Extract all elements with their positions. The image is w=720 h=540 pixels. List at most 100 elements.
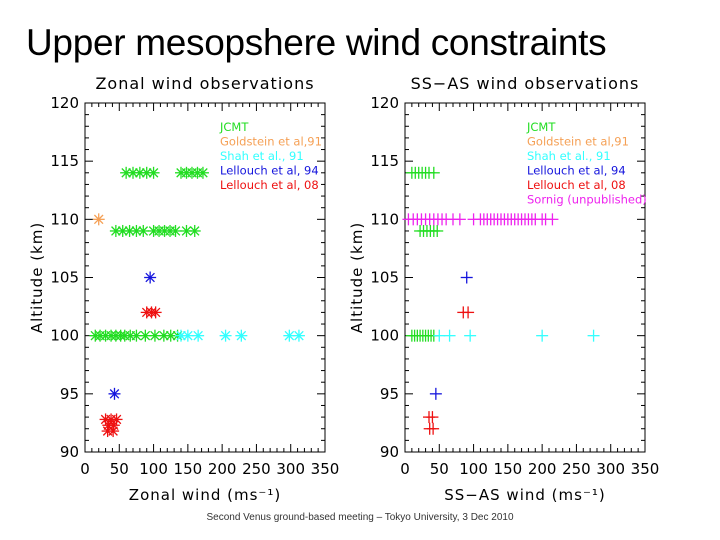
- data-point: [536, 329, 549, 342]
- zonal-wind-chart: Zonal wind observations 0 50 100 150 200 250 30…: [28, 74, 339, 504]
- marker-stroke: [109, 389, 120, 399]
- marker-stroke: [124, 226, 135, 236]
- data-point: [292, 329, 305, 342]
- data-point: [110, 413, 123, 426]
- y-axis-label: Altitude (km): [28, 222, 46, 333]
- data-point: [433, 329, 446, 342]
- data-point: [453, 213, 466, 226]
- x-axis-label: Zonal wind (ms⁻¹): [129, 486, 281, 504]
- data-point: [169, 224, 182, 237]
- x-tick-label: 300: [276, 460, 305, 478]
- legend-entry: JCMT: [526, 120, 556, 134]
- data-point: [149, 306, 162, 319]
- legend-entry: Shah et al., 91: [527, 149, 611, 163]
- legend-entry: Shah et al., 91: [220, 149, 304, 163]
- x-tick-label: 200: [208, 460, 237, 478]
- data-point: [181, 329, 194, 342]
- x-tick-label: 50: [110, 460, 129, 478]
- data-point: [164, 329, 177, 342]
- data-point: [137, 224, 150, 237]
- data-point: [219, 329, 232, 342]
- marker-stroke: [284, 330, 295, 341]
- x-tick-label: 300: [596, 460, 625, 478]
- marker-stroke: [131, 226, 142, 236]
- y-tick-label: 110: [50, 210, 79, 228]
- marker-stroke: [220, 330, 231, 341]
- x-tick-label: 200: [528, 460, 557, 478]
- data-point: [235, 329, 248, 342]
- marker-stroke: [150, 307, 161, 318]
- data-point: [427, 422, 440, 435]
- marker-stroke: [138, 226, 149, 236]
- x-tick-label: 350: [311, 460, 340, 478]
- data-point: [175, 329, 187, 342]
- x-tick-label: 100: [139, 460, 168, 478]
- y-tick-label: 90: [60, 443, 79, 461]
- data-point: [123, 224, 136, 237]
- data-point: [460, 271, 473, 284]
- y-tick-label: 100: [50, 327, 79, 345]
- data-point: [427, 166, 440, 179]
- data-point: [429, 387, 442, 400]
- marker-stroke: [93, 214, 104, 225]
- data-point: [443, 329, 456, 342]
- marker-stroke: [150, 330, 160, 341]
- x-tick-label: 100: [459, 460, 488, 478]
- legend-entry: JCMT: [219, 120, 249, 134]
- marker-stroke: [121, 168, 131, 178]
- y-axis-label: Altitude (km): [348, 222, 366, 333]
- x-tick-label: 0: [80, 460, 90, 478]
- data-point: [109, 224, 122, 237]
- y-tick-label: 120: [370, 94, 399, 112]
- data-point: [464, 329, 477, 342]
- slide-title: Upper mesopshere wind constraints: [26, 22, 607, 63]
- y-tick-label: 105: [370, 269, 399, 287]
- marker-stroke: [111, 226, 121, 236]
- data-point: [108, 387, 121, 400]
- y-tick-label: 95: [60, 385, 79, 403]
- y-tick-label: 90: [380, 443, 399, 461]
- data-point: [426, 411, 439, 424]
- legend-entry: Lellouch et al, 94: [527, 164, 626, 178]
- x-tick-label: 0: [400, 460, 410, 478]
- x-tick-label: 150: [174, 460, 203, 478]
- y-tick-label: 95: [380, 385, 399, 403]
- y-tick-label: 115: [370, 152, 399, 170]
- marker-stroke: [131, 330, 142, 341]
- marker-stroke: [141, 168, 152, 178]
- legend-entry: Goldstein et al,91: [527, 135, 629, 149]
- legend-entry: Sornig (unpublished): [527, 193, 647, 207]
- marker-stroke: [198, 168, 208, 178]
- ss-as-wind-chart: SS−AS wind observations 0 50 100 150 200 250 30…: [348, 74, 659, 504]
- marker-stroke: [181, 226, 192, 236]
- y-tick-label: 120: [50, 94, 79, 112]
- y-tick-label: 115: [50, 152, 79, 170]
- x-tick-label: 150: [494, 460, 523, 478]
- data-point: [546, 213, 559, 226]
- marker-stroke: [189, 226, 200, 236]
- data-point: [144, 271, 157, 284]
- marker-stroke: [294, 330, 304, 341]
- x-axis-label: SS−AS wind (ms⁻¹): [444, 486, 605, 504]
- data-point: [139, 329, 152, 342]
- marker-stroke: [148, 168, 159, 178]
- marker-stroke: [176, 330, 186, 341]
- data-point: [107, 425, 120, 438]
- x-tick-label: 350: [631, 460, 660, 478]
- marker-stroke: [108, 426, 118, 436]
- marker-stroke: [145, 272, 155, 283]
- marker-stroke: [236, 330, 247, 341]
- marker-stroke: [135, 168, 145, 178]
- data-point: [147, 166, 160, 179]
- data-point: [92, 213, 105, 226]
- marker-stroke: [193, 330, 203, 341]
- data-point: [431, 224, 444, 237]
- chart-title: SS−AS wind observations: [411, 74, 640, 93]
- marker-stroke: [165, 330, 176, 341]
- marker-stroke: [183, 330, 193, 341]
- marker-stroke: [140, 330, 151, 341]
- y-tick-label: 110: [370, 210, 399, 228]
- data-point: [196, 166, 209, 179]
- marker-stroke: [159, 330, 169, 341]
- data-point: [188, 224, 201, 237]
